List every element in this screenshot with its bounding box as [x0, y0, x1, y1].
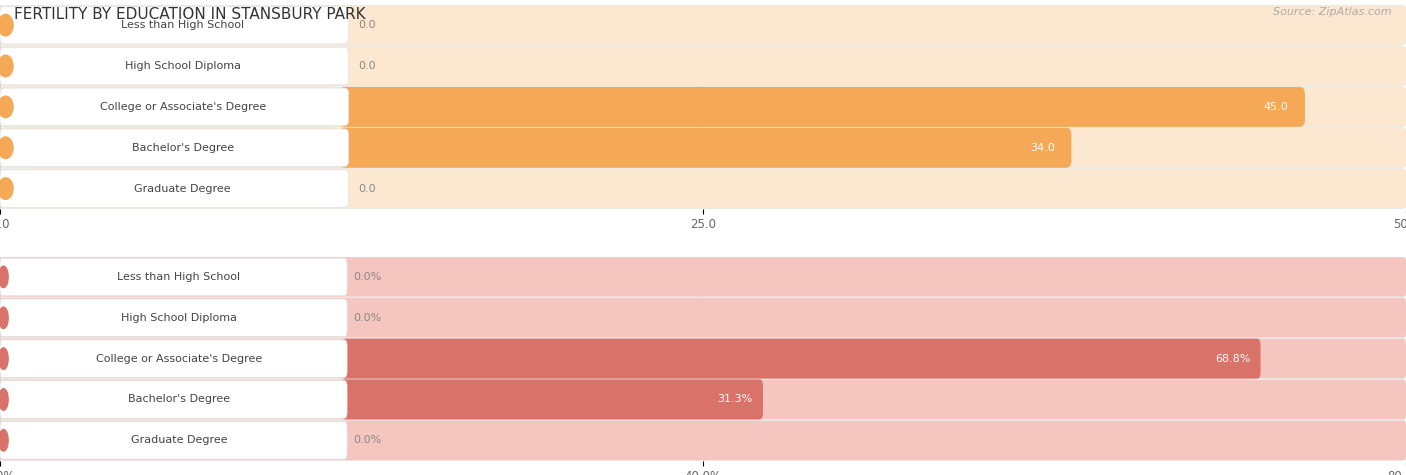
Text: College or Associate's Degree: College or Associate's Degree — [96, 353, 262, 364]
FancyBboxPatch shape — [0, 170, 349, 208]
FancyBboxPatch shape — [0, 340, 347, 378]
Text: 0.0: 0.0 — [359, 20, 377, 30]
FancyBboxPatch shape — [0, 257, 1406, 297]
Text: High School Diploma: High School Diploma — [125, 61, 240, 71]
Text: 68.8%: 68.8% — [1215, 353, 1250, 364]
FancyBboxPatch shape — [0, 129, 349, 167]
FancyBboxPatch shape — [0, 87, 1406, 127]
FancyBboxPatch shape — [0, 421, 347, 459]
FancyBboxPatch shape — [339, 128, 1071, 168]
FancyBboxPatch shape — [342, 380, 763, 419]
Text: Bachelor's Degree: Bachelor's Degree — [128, 394, 231, 405]
Circle shape — [0, 266, 8, 288]
Text: 31.3%: 31.3% — [717, 394, 752, 405]
Text: Bachelor's Degree: Bachelor's Degree — [132, 142, 233, 153]
FancyBboxPatch shape — [0, 339, 1406, 379]
Text: 0.0: 0.0 — [359, 183, 377, 194]
Text: Less than High School: Less than High School — [121, 20, 245, 30]
Text: High School Diploma: High School Diploma — [121, 313, 236, 323]
Text: College or Associate's Degree: College or Associate's Degree — [100, 102, 266, 112]
Text: Graduate Degree: Graduate Degree — [135, 183, 231, 194]
Circle shape — [0, 14, 13, 36]
Text: 0.0%: 0.0% — [353, 272, 381, 282]
FancyBboxPatch shape — [342, 339, 1261, 379]
Circle shape — [0, 348, 8, 370]
Text: 34.0: 34.0 — [1031, 142, 1054, 153]
FancyBboxPatch shape — [0, 298, 1406, 338]
FancyBboxPatch shape — [0, 380, 347, 418]
FancyBboxPatch shape — [0, 299, 347, 337]
FancyBboxPatch shape — [0, 47, 349, 85]
Circle shape — [0, 137, 13, 159]
Text: 0.0%: 0.0% — [353, 313, 381, 323]
Circle shape — [0, 307, 8, 329]
Circle shape — [0, 55, 13, 77]
Circle shape — [0, 389, 8, 410]
Text: Graduate Degree: Graduate Degree — [131, 435, 228, 446]
Text: 0.0: 0.0 — [359, 61, 377, 71]
Text: 0.0%: 0.0% — [353, 435, 381, 446]
FancyBboxPatch shape — [0, 258, 347, 296]
FancyBboxPatch shape — [0, 46, 1406, 86]
Text: Less than High School: Less than High School — [117, 272, 240, 282]
Circle shape — [0, 96, 13, 118]
Circle shape — [0, 178, 13, 200]
Circle shape — [0, 429, 8, 451]
FancyBboxPatch shape — [0, 380, 1406, 419]
FancyBboxPatch shape — [0, 88, 349, 126]
FancyBboxPatch shape — [0, 420, 1406, 460]
FancyBboxPatch shape — [0, 5, 1406, 45]
Text: FERTILITY BY EDUCATION IN STANSBURY PARK: FERTILITY BY EDUCATION IN STANSBURY PARK — [14, 7, 366, 22]
FancyBboxPatch shape — [0, 169, 1406, 209]
FancyBboxPatch shape — [0, 128, 1406, 168]
Text: Source: ZipAtlas.com: Source: ZipAtlas.com — [1274, 7, 1392, 17]
FancyBboxPatch shape — [0, 6, 349, 44]
Text: 45.0: 45.0 — [1264, 102, 1289, 112]
FancyBboxPatch shape — [339, 87, 1305, 127]
